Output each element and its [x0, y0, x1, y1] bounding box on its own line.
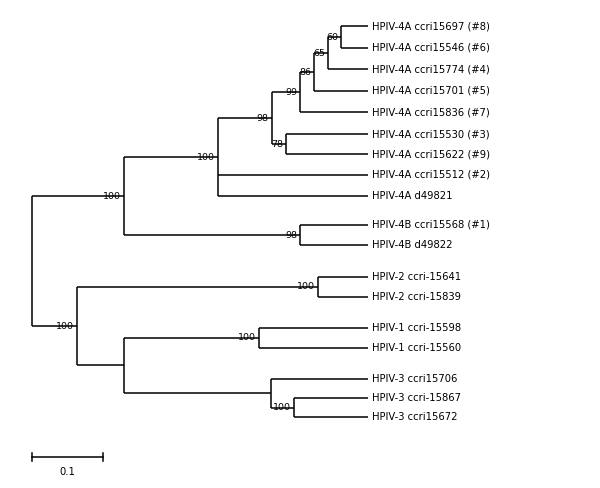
Text: HPIV-4A ccri15622 (#9): HPIV-4A ccri15622 (#9): [372, 149, 490, 159]
Text: HPIV-3 ccri15672: HPIV-3 ccri15672: [372, 412, 457, 422]
Text: HPIV-1 ccri-15598: HPIV-1 ccri-15598: [372, 323, 461, 333]
Text: HPIV-4A ccri15697 (#8): HPIV-4A ccri15697 (#8): [372, 21, 490, 31]
Text: 78: 78: [271, 140, 283, 148]
Text: HPIV-4A ccri15836 (#7): HPIV-4A ccri15836 (#7): [372, 107, 490, 118]
Text: HPIV-2 ccri-15839: HPIV-2 ccri-15839: [372, 292, 461, 302]
Text: HPIV-4A ccri15530 (#3): HPIV-4A ccri15530 (#3): [372, 129, 490, 139]
Text: HPIV-2 ccri-15641: HPIV-2 ccri-15641: [372, 271, 461, 282]
Text: 0.1: 0.1: [60, 468, 76, 477]
Text: HPIV-4A ccri15546 (#6): HPIV-4A ccri15546 (#6): [372, 43, 490, 53]
Text: HPIV-4A d49821: HPIV-4A d49821: [372, 191, 452, 201]
Text: 99: 99: [285, 88, 297, 97]
Text: HPIV-3 ccri15706: HPIV-3 ccri15706: [372, 374, 457, 384]
Text: HPIV-4A ccri15701 (#5): HPIV-4A ccri15701 (#5): [372, 86, 490, 96]
Text: 100: 100: [273, 403, 291, 412]
Text: 60: 60: [326, 33, 338, 41]
Text: 100: 100: [296, 282, 314, 291]
Text: 100: 100: [197, 153, 215, 162]
Text: HPIV-4A ccri15512 (#2): HPIV-4A ccri15512 (#2): [372, 170, 490, 180]
Text: HPIV-4B ccri15568 (#1): HPIV-4B ccri15568 (#1): [372, 220, 490, 230]
Text: 65: 65: [313, 49, 325, 58]
Text: 98: 98: [257, 114, 269, 122]
Text: 86: 86: [299, 68, 311, 77]
Text: 100: 100: [238, 333, 256, 342]
Text: HPIV-4A ccri15774 (#4): HPIV-4A ccri15774 (#4): [372, 64, 490, 75]
Text: 100: 100: [56, 322, 74, 330]
Text: HPIV-4B d49822: HPIV-4B d49822: [372, 241, 452, 250]
Text: 100: 100: [103, 192, 121, 201]
Text: HPIV-1 ccri-15560: HPIV-1 ccri-15560: [372, 343, 461, 353]
Text: 98: 98: [285, 231, 297, 240]
Text: HPIV-3 ccri-15867: HPIV-3 ccri-15867: [372, 393, 461, 403]
